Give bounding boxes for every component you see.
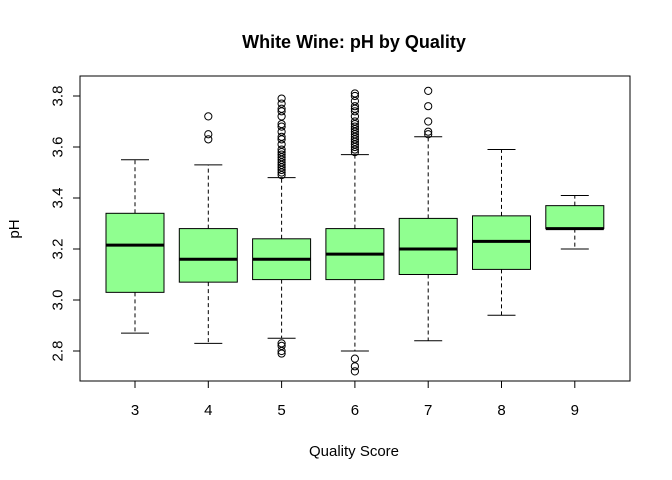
outlier-point: [424, 102, 433, 111]
box-group-4: [178, 112, 238, 344]
outlier-point: [277, 104, 286, 113]
box-group-8: [472, 149, 531, 316]
outlier-point: [204, 135, 213, 144]
outlier-point: [424, 117, 433, 126]
x-axis-label: Quality Score: [309, 443, 399, 460]
x-tick-label: 5: [277, 402, 285, 419]
outlier-point: [277, 132, 286, 141]
outlier-point: [277, 122, 286, 131]
outlier-point: [350, 354, 359, 363]
x-tick-label: 8: [497, 402, 505, 419]
box-group-7: [398, 86, 458, 342]
iqr-box: [545, 205, 605, 230]
outlier-point: [350, 122, 359, 131]
outlier-point: [424, 127, 433, 136]
outlier-point: [350, 117, 359, 126]
outlier-point: [277, 339, 286, 348]
y-tick-label: 3.4: [50, 188, 67, 209]
x-axis: 3 4 5 6 7 8 9: [131, 380, 579, 419]
y-tick-label: 3.2: [50, 239, 67, 260]
box-group-9: [545, 194, 605, 250]
box-group-3: [105, 159, 165, 334]
outlier-point: [204, 112, 213, 121]
x-tick-label: 7: [424, 402, 432, 419]
chart-title: White Wine: pH by Quality: [242, 32, 466, 52]
x-tick-label: 3: [131, 402, 139, 419]
outlier-point: [424, 130, 433, 139]
y-tick-label: 3.8: [50, 86, 67, 107]
outlier-point: [350, 107, 359, 116]
outlier-point: [277, 150, 286, 159]
x-tick-label: 9: [571, 402, 579, 419]
outlier-point: [350, 91, 359, 101]
outlier-point: [277, 341, 286, 350]
x-tick-label: 6: [351, 402, 359, 419]
outlier-point: [277, 145, 286, 154]
y-tick-label: 3.0: [50, 290, 67, 311]
outlier-point: [350, 89, 359, 98]
outlier-point: [350, 367, 359, 376]
box-group-6: [325, 89, 385, 376]
y-axis: 2.8 3.0 3.2 3.4 3.6 3.8: [50, 86, 81, 362]
iqr-box: [105, 212, 165, 293]
outlier-point: [350, 102, 359, 111]
iqr-box: [398, 217, 458, 275]
outlier-point: [277, 94, 286, 103]
boxes-layer: [105, 86, 605, 376]
y-tick-label: 3.6: [50, 137, 67, 158]
x-tick-label: 4: [204, 402, 212, 419]
outlier-point: [350, 362, 359, 371]
outlier-point: [204, 130, 213, 139]
iqr-box: [178, 228, 238, 283]
outlier-point: [424, 86, 433, 96]
outlier-point: [277, 99, 286, 108]
box-group-5: [252, 94, 312, 358]
y-tick-label: 2.8: [50, 341, 67, 362]
y-axis-label: pH: [6, 219, 23, 238]
